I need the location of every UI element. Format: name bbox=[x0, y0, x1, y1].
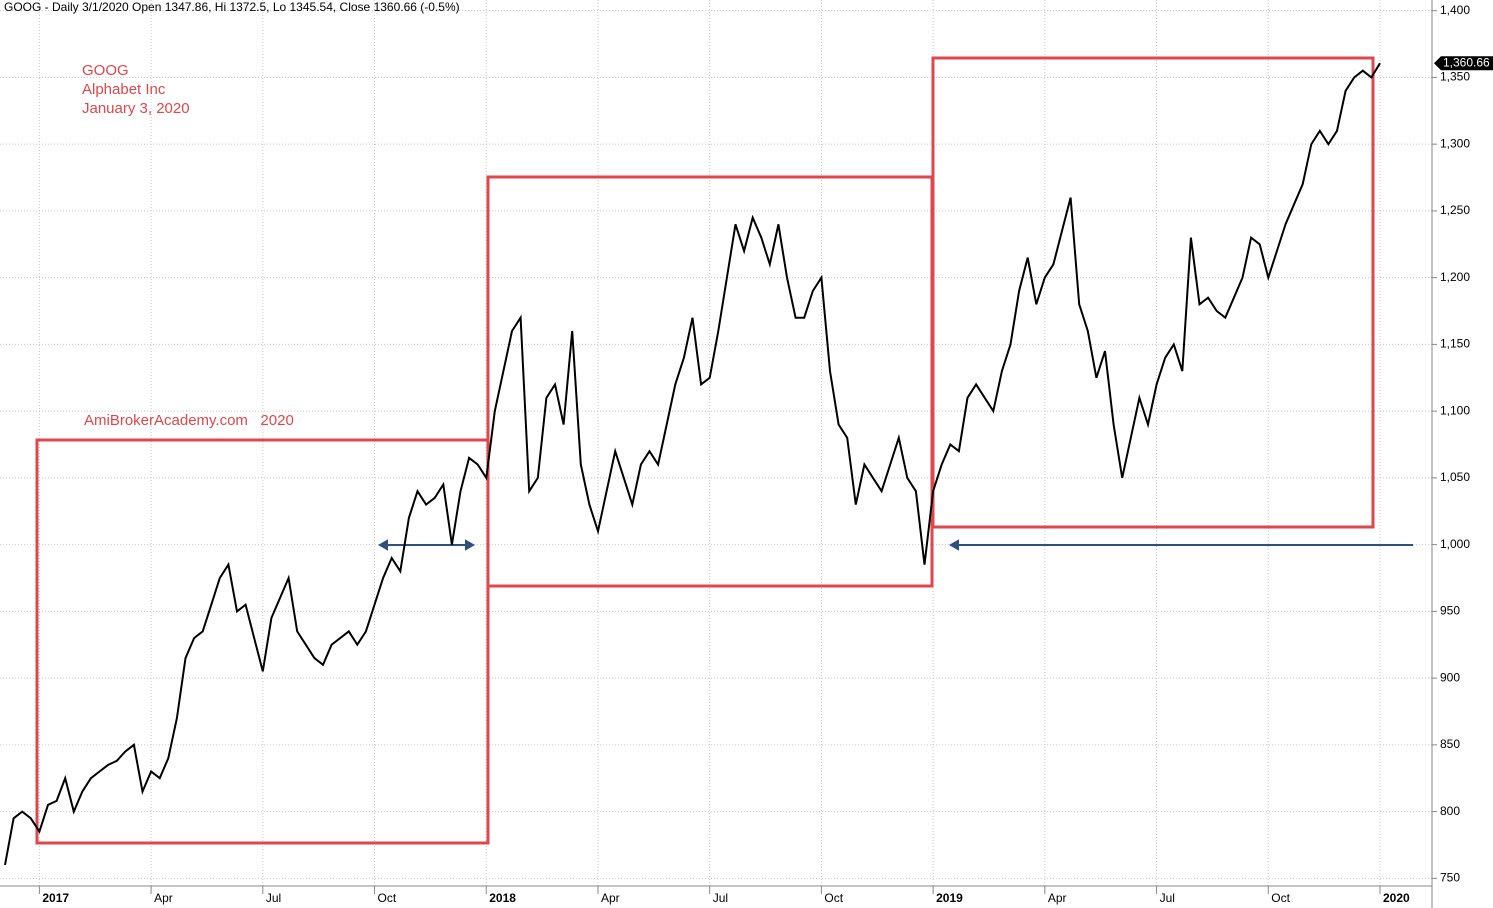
x-tick-label: 2018 bbox=[489, 891, 516, 905]
y-tick-label: 850 bbox=[1440, 737, 1460, 751]
x-tick-label: 2019 bbox=[936, 891, 963, 905]
arrows bbox=[377, 539, 1413, 551]
chart-title: GOOG - Daily 3/1/2020 Open 1347.86, Hi 1… bbox=[4, 0, 460, 14]
range-box bbox=[931, 56, 1375, 529]
x-tick-label: 2020 bbox=[1383, 891, 1410, 905]
y-tick-label: 1,050 bbox=[1440, 470, 1470, 484]
x-tick-label: 2017 bbox=[42, 891, 69, 905]
range-box bbox=[35, 438, 490, 845]
x-tick-label: Oct bbox=[824, 891, 843, 905]
y-tick-label: 1,200 bbox=[1440, 270, 1470, 284]
last-price-tag bbox=[1434, 56, 1493, 71]
arrow-head bbox=[377, 539, 476, 551]
y-tick-label: 1,400 bbox=[1440, 3, 1470, 17]
y-tick-label: 1,350 bbox=[1440, 70, 1470, 84]
y-tick-label: 1,100 bbox=[1440, 403, 1470, 417]
y-tick-label: 1,300 bbox=[1440, 136, 1470, 150]
y-tick-label: 1,000 bbox=[1440, 537, 1470, 551]
x-tick-label: Apr bbox=[154, 891, 173, 905]
y-tick-label: 1,150 bbox=[1440, 337, 1470, 351]
x-tick-label: Jul bbox=[266, 891, 281, 905]
range-boxes bbox=[35, 56, 1375, 845]
x-tick-label: Jul bbox=[1160, 891, 1175, 905]
x-tick-label: Oct bbox=[378, 891, 397, 905]
annotation: AmiBrokerAcademy.com 2020 bbox=[84, 412, 294, 429]
x-tick-label: Oct bbox=[1271, 891, 1290, 905]
y-tick-label: 950 bbox=[1440, 604, 1460, 618]
x-tick-label: Apr bbox=[601, 891, 620, 905]
y-tick-label: 1,250 bbox=[1440, 203, 1470, 217]
arrow-head bbox=[948, 539, 959, 551]
y-tick-label: 800 bbox=[1440, 804, 1460, 818]
price-line bbox=[4, 62, 1381, 866]
last-price-label: 1,360.66 bbox=[1443, 55, 1490, 69]
x-tick-label: Apr bbox=[1048, 891, 1067, 905]
annotation: January 3, 2020 bbox=[82, 100, 190, 117]
annotation: GOOG bbox=[82, 62, 129, 79]
y-tick-label: 750 bbox=[1440, 870, 1460, 884]
x-tick-label: Jul bbox=[713, 891, 728, 905]
y-tick-label: 900 bbox=[1440, 670, 1460, 684]
annotation: Alphabet Inc bbox=[82, 81, 166, 98]
